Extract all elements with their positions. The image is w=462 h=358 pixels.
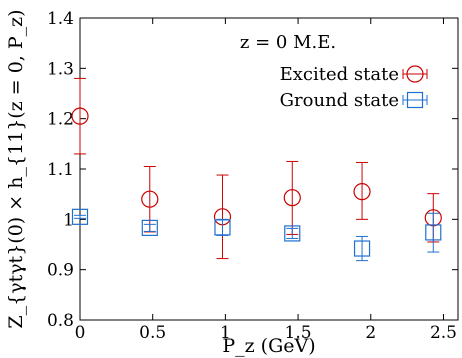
data-point — [213, 174, 232, 260]
x-tick-label: 1.5 — [285, 323, 312, 343]
data-marker — [71, 208, 89, 225]
legend-marker — [406, 65, 424, 83]
data-point — [141, 165, 159, 233]
data-marker — [71, 107, 89, 125]
annotation-label: z = 0 M.E. — [240, 32, 336, 53]
data-marker — [425, 224, 442, 241]
data-marker — [141, 190, 159, 208]
data-point — [71, 208, 89, 225]
x-tick-label: 0.5 — [139, 323, 166, 343]
data-point — [214, 218, 231, 236]
data-point — [353, 161, 371, 220]
y-tick-label: 1 — [63, 210, 74, 230]
data-marker — [353, 240, 371, 257]
y-tick-label: 0.8 — [47, 311, 74, 331]
y-tick-label: 1.3 — [47, 59, 74, 79]
legend-label: Excited state — [280, 64, 399, 85]
data-marker — [284, 225, 301, 242]
legend-entry: Excited state — [280, 64, 428, 85]
data-marker — [214, 219, 231, 236]
legend-label: Ground state — [280, 90, 399, 111]
data-point — [284, 225, 301, 242]
data-marker — [353, 183, 371, 201]
legend-entry: Ground state — [280, 90, 428, 111]
y-tick-label: 1.1 — [47, 160, 74, 180]
data-point — [71, 77, 89, 155]
x-tick-label: 2.5 — [430, 323, 457, 343]
y-axis-label: Z_{γtγt}(0) × h_{11}(z = 0, P_z) — [5, 9, 27, 328]
x-tick-label: 2 — [365, 323, 376, 343]
data-point — [353, 235, 371, 262]
data-point — [141, 219, 158, 236]
data-marker — [283, 189, 301, 207]
x-axis-label: P_z (GeV) — [222, 335, 315, 357]
series-ground-state — [71, 208, 442, 262]
x-tick-label: 1 — [220, 323, 231, 343]
plot-frame — [79, 17, 459, 321]
y-tick-label: 0.9 — [47, 261, 74, 281]
y-tick-label: 1.2 — [47, 110, 74, 130]
data-marker — [141, 219, 158, 236]
data-point — [425, 212, 442, 253]
y-tick-label: 1.4 — [47, 9, 74, 29]
legend-marker — [406, 91, 424, 109]
data-point — [283, 160, 301, 235]
x-tick-label: 0 — [75, 323, 86, 343]
